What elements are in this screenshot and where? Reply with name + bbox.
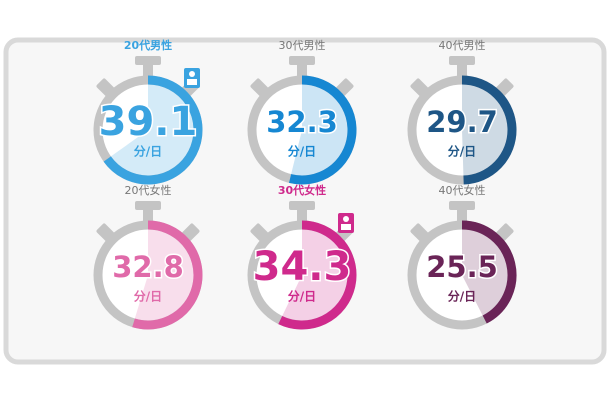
- value-label: 25.5: [426, 250, 498, 284]
- value-label: 39.1: [99, 99, 198, 145]
- value-sector: [462, 84, 508, 176]
- value-arc: [278, 220, 357, 330]
- crown-top: [135, 201, 161, 210]
- crown-top: [289, 201, 315, 210]
- gauge-label: 40代男性: [439, 38, 486, 52]
- stopwatch: 40代男性 29.7 分/日: [407, 38, 517, 185]
- stopwatch: 20代男性 39.1分/日: [93, 38, 203, 185]
- gauge-label: 20代女性: [125, 183, 172, 197]
- unit-label: 分/日: [288, 289, 316, 304]
- value-arc: [461, 220, 517, 324]
- value-arc: [461, 75, 517, 185]
- crown-top: [135, 56, 161, 65]
- gauge-label: 40代女性: [439, 183, 486, 197]
- unit-label: 分/日: [134, 144, 162, 159]
- crown-top: [449, 201, 475, 210]
- gauge-label: 20代男性: [124, 38, 172, 52]
- value-arc: [289, 75, 357, 185]
- unit-label: 分/日: [134, 289, 162, 304]
- icon-book: [341, 224, 351, 230]
- icon-head: [343, 216, 349, 222]
- unit-label: 分/日: [448, 289, 476, 304]
- stopwatch: 20代女性 32.8 分/日: [93, 183, 203, 330]
- value-label: 32.3: [266, 105, 338, 139]
- value-label: 32.8: [112, 250, 184, 284]
- crown: [297, 64, 307, 78]
- value-label: 29.7: [426, 105, 498, 139]
- crown: [457, 209, 467, 223]
- value-arc: [103, 75, 203, 185]
- unit-label: 分/日: [288, 144, 316, 159]
- value-label: 34.3: [253, 244, 352, 290]
- value-sector: [282, 229, 348, 321]
- crown: [143, 64, 153, 78]
- value-sector: [134, 229, 194, 321]
- value-arc: [132, 220, 203, 330]
- crown: [457, 64, 467, 78]
- value-sector: [462, 229, 508, 316]
- value-sector: [110, 84, 194, 176]
- gauge-label: 30代女性: [278, 183, 326, 197]
- crown: [297, 209, 307, 223]
- icon-book: [187, 79, 197, 85]
- crown: [143, 209, 153, 223]
- stopwatch: 30代女性 34.3分/日: [247, 183, 357, 330]
- unit-label: 分/日: [448, 144, 476, 159]
- value-sector: [291, 84, 348, 176]
- icon-head: [189, 71, 195, 77]
- gauge-label: 30代男性: [279, 38, 326, 52]
- stopwatch: 30代男性 32.3 分/日: [247, 38, 357, 185]
- stopwatch: 40代女性 25.5 分/日: [407, 183, 517, 330]
- crown-top: [289, 56, 315, 65]
- crown-top: [449, 56, 475, 65]
